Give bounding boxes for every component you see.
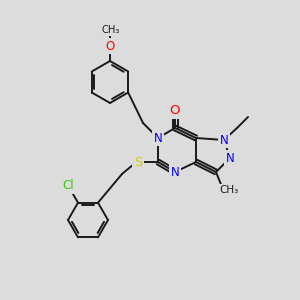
Text: N: N bbox=[220, 134, 228, 146]
Text: N: N bbox=[171, 166, 179, 178]
Text: N: N bbox=[154, 131, 162, 145]
Text: CH₃: CH₃ bbox=[102, 25, 120, 35]
Text: O: O bbox=[170, 104, 180, 118]
Text: Cl: Cl bbox=[62, 179, 74, 192]
Text: N: N bbox=[226, 152, 234, 164]
Text: CH₃: CH₃ bbox=[219, 185, 238, 195]
Text: S: S bbox=[134, 155, 142, 169]
Text: O: O bbox=[105, 40, 115, 52]
